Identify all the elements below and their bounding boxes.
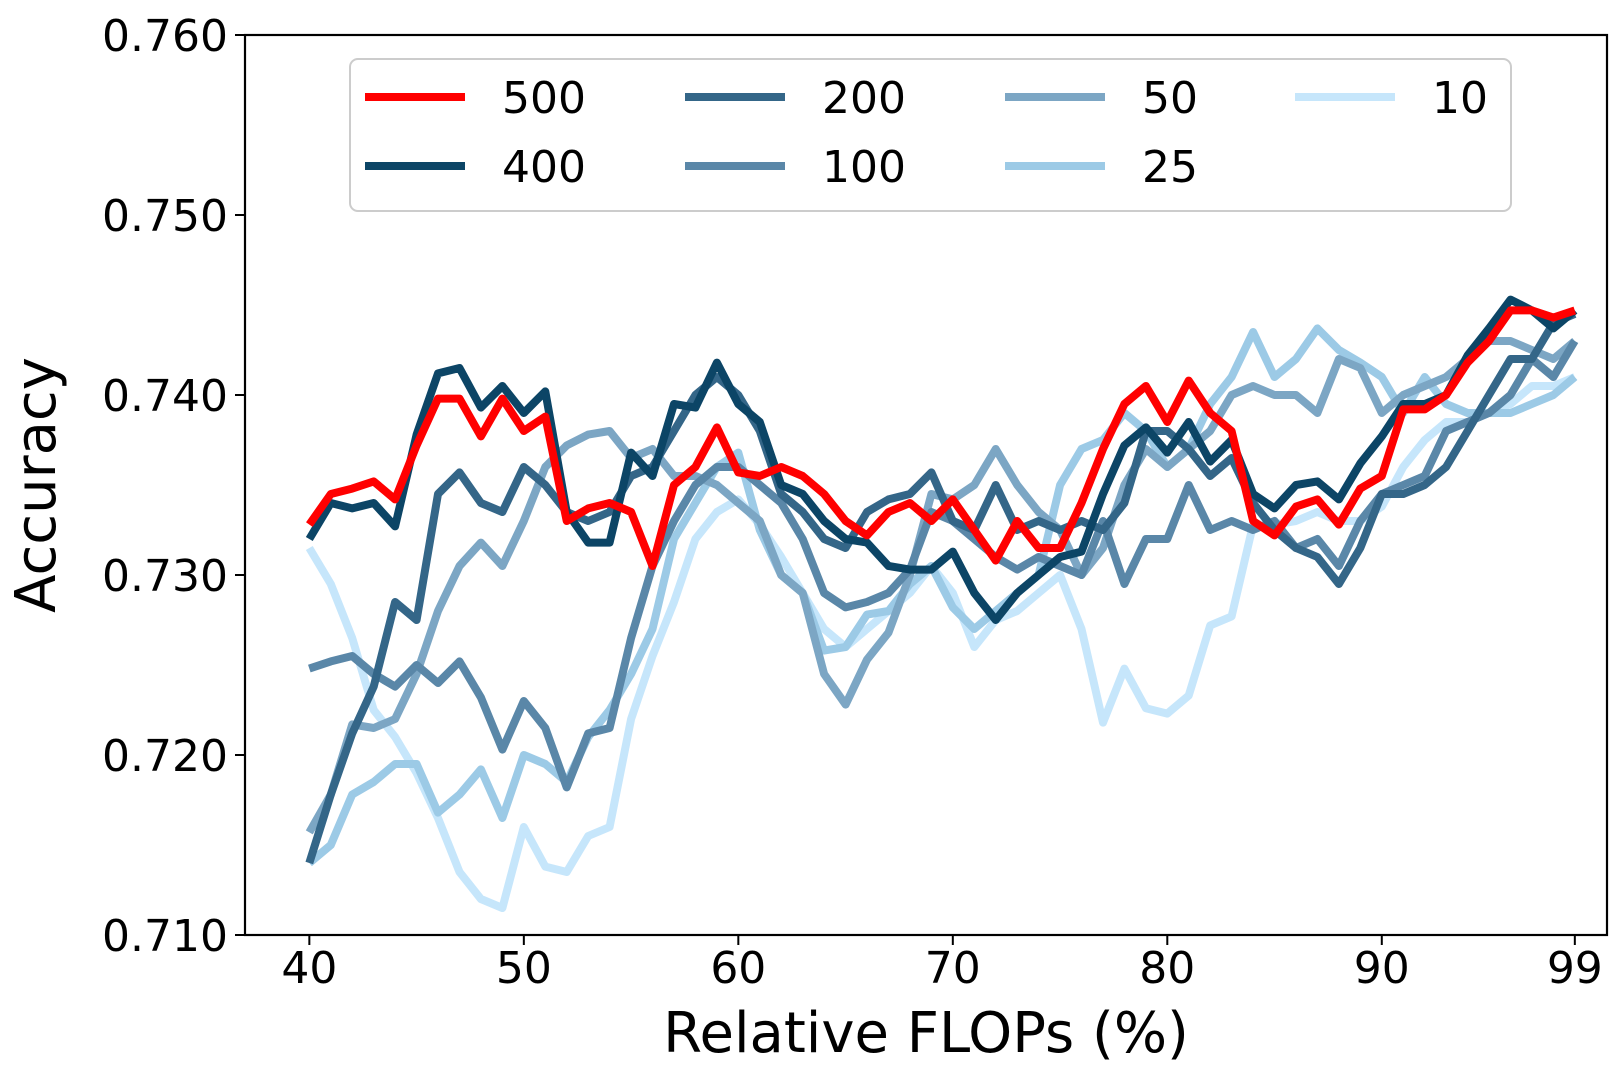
legend-label-50: 50 xyxy=(1142,73,1198,124)
x-tick-label: 99 xyxy=(1547,943,1603,994)
ticks-layer: 40 50 60 70 80 90 99 0.710 0.720 0.730 0.740 0.750 0… xyxy=(102,11,1603,994)
y-tick-label: 0.710 xyxy=(102,911,228,962)
x-tick-label: 40 xyxy=(281,943,337,994)
legend-frame xyxy=(349,58,1512,212)
legend-label-200: 200 xyxy=(822,73,906,124)
legend: 500 400 200 100 50 25 10 xyxy=(349,58,1512,212)
y-tick-label: 0.760 xyxy=(102,11,228,62)
x-tick-label: 60 xyxy=(710,943,766,994)
y-tick-label: 0.720 xyxy=(102,731,228,782)
legend-label-25: 25 xyxy=(1142,142,1198,193)
series-line-500 xyxy=(306,306,1577,570)
legend-label-100: 100 xyxy=(822,142,906,193)
x-tick-label: 80 xyxy=(1139,943,1195,994)
series-line-200 xyxy=(305,310,1577,865)
x-tick-label: 70 xyxy=(925,943,981,994)
series-line-100 xyxy=(308,338,1579,792)
x-tick-label: 50 xyxy=(496,943,552,994)
y-tick-label: 0.750 xyxy=(102,191,228,242)
y-tick-label: 0.740 xyxy=(102,371,228,422)
x-tick-label: 90 xyxy=(1354,943,1410,994)
legend-label-10: 10 xyxy=(1432,73,1488,124)
legend-label-400: 400 xyxy=(502,142,586,193)
legend-label-500: 500 xyxy=(502,73,586,124)
plot-area-frame xyxy=(243,33,1609,937)
y-tick-label: 0.730 xyxy=(102,551,228,602)
series-line-400 xyxy=(305,295,1578,624)
x-axis-label: Relative FLOPs (%) xyxy=(663,1001,1189,1066)
series-layer xyxy=(305,295,1579,912)
series-line-25 xyxy=(306,324,1578,867)
y-axis-label: Accuracy xyxy=(4,357,69,613)
